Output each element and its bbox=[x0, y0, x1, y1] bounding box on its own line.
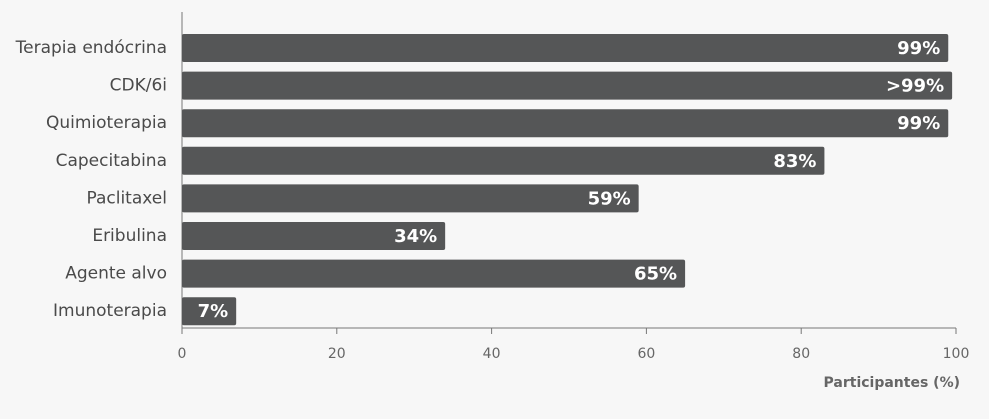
bar bbox=[182, 184, 639, 213]
y-tick-label: Quimioterapia bbox=[46, 113, 167, 133]
bar bbox=[182, 297, 237, 326]
y-tick-label: Paclitaxel bbox=[86, 188, 167, 208]
bar bbox=[182, 71, 953, 100]
x-tick-label: 80 bbox=[792, 346, 810, 362]
bar bbox=[182, 109, 949, 138]
x-tick-label: 20 bbox=[328, 346, 346, 362]
y-tick-label: Imunoterapia bbox=[53, 301, 167, 321]
y-tick-label: Eribulina bbox=[92, 226, 167, 246]
x-tick-label: 0 bbox=[178, 346, 187, 362]
y-tick-label: CDK/6i bbox=[110, 76, 167, 96]
y-tick-label: Agente alvo bbox=[65, 264, 167, 284]
value-label: 34% bbox=[394, 226, 437, 247]
value-label: 7% bbox=[198, 301, 229, 322]
x-tick-label: 60 bbox=[637, 346, 655, 362]
y-tick-label: Capecitabina bbox=[56, 151, 167, 171]
bar bbox=[182, 34, 949, 62]
value-label: >99% bbox=[886, 76, 944, 97]
value-label: 99% bbox=[897, 113, 940, 134]
bar bbox=[182, 146, 825, 175]
x-axis-label: Participantes (%) bbox=[824, 375, 960, 391]
x-tick-label: 40 bbox=[483, 346, 501, 362]
value-label: 59% bbox=[588, 188, 631, 209]
value-label: 65% bbox=[634, 264, 677, 285]
y-tick-label: Terapia endócrina bbox=[15, 38, 167, 58]
bar bbox=[182, 222, 446, 250]
value-label: 83% bbox=[773, 151, 816, 172]
bar bbox=[182, 259, 686, 288]
x-tick-label: 100 bbox=[943, 346, 970, 362]
value-label: 99% bbox=[897, 38, 940, 59]
